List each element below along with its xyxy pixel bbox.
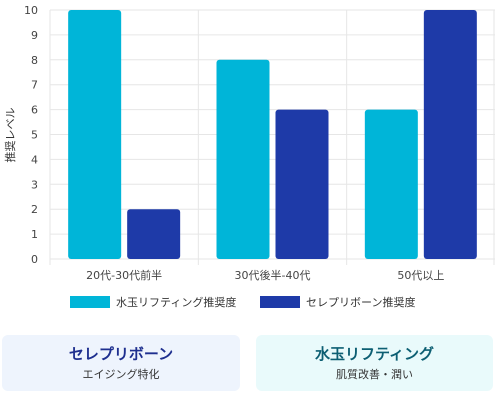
y-tick-label: 8 bbox=[31, 54, 38, 67]
celepri-card: セレプリボーン エイジング特化 bbox=[2, 335, 240, 391]
mizutama-card: 水玉リフティング 肌質改善・潤い bbox=[256, 335, 493, 391]
chart-gridlines bbox=[49, 9, 495, 265]
mizutama-card-title: 水玉リフティング bbox=[314, 344, 435, 363]
y-tick-label: 5 bbox=[31, 129, 38, 142]
celepri-card-subtitle: エイジング特化 bbox=[82, 367, 160, 381]
bar-series1-cat1 bbox=[275, 109, 329, 259]
x-tick-label: 30代後半-40代 bbox=[235, 268, 311, 282]
chart-legend: 水玉リフティング推奨度 セレプリボーン推奨度 bbox=[70, 295, 415, 309]
mizutama-card-subtitle: 肌質改善・潤い bbox=[336, 367, 413, 381]
y-tick-label: 10 bbox=[24, 4, 38, 17]
bar-series1-cat0 bbox=[127, 209, 181, 259]
y-tick-label: 7 bbox=[31, 79, 38, 92]
chart-bars bbox=[68, 10, 477, 259]
x-axis-ticks: 20代-30代前半 30代後半-40代 50代以上 bbox=[86, 268, 444, 282]
legend-swatch bbox=[70, 296, 110, 308]
bar-chart: 0 1 2 3 4 5 6 7 8 9 10 20代-30代前半 30代後半-40代 50代以上 推奨レ… bbox=[3, 4, 495, 309]
bar-series1-cat2 bbox=[423, 10, 477, 259]
y-tick-label: 4 bbox=[31, 153, 38, 166]
x-tick-label: 50代以上 bbox=[397, 269, 444, 282]
bar-series0-cat2 bbox=[364, 109, 418, 259]
y-tick-label: 3 bbox=[31, 178, 38, 191]
legend-label: 水玉リフティング推奨度 bbox=[116, 295, 236, 309]
bar-series0-cat1 bbox=[216, 59, 270, 259]
x-tick-label: 20代-30代前半 bbox=[86, 268, 162, 282]
legend-label: セレプリボーン推奨度 bbox=[306, 295, 415, 309]
y-axis-ticks: 0 1 2 3 4 5 6 7 8 9 10 bbox=[24, 4, 38, 266]
y-tick-label: 1 bbox=[31, 228, 38, 241]
y-tick-label: 9 bbox=[31, 29, 38, 42]
y-tick-label: 6 bbox=[31, 104, 38, 117]
celepri-card-title: セレプリボーン bbox=[68, 344, 174, 363]
y-axis-label: 推奨レベル bbox=[3, 108, 17, 163]
y-tick-label: 0 bbox=[31, 253, 38, 266]
y-tick-label: 2 bbox=[31, 203, 38, 216]
legend-swatch bbox=[260, 296, 300, 308]
bar-series0-cat0 bbox=[68, 10, 122, 259]
